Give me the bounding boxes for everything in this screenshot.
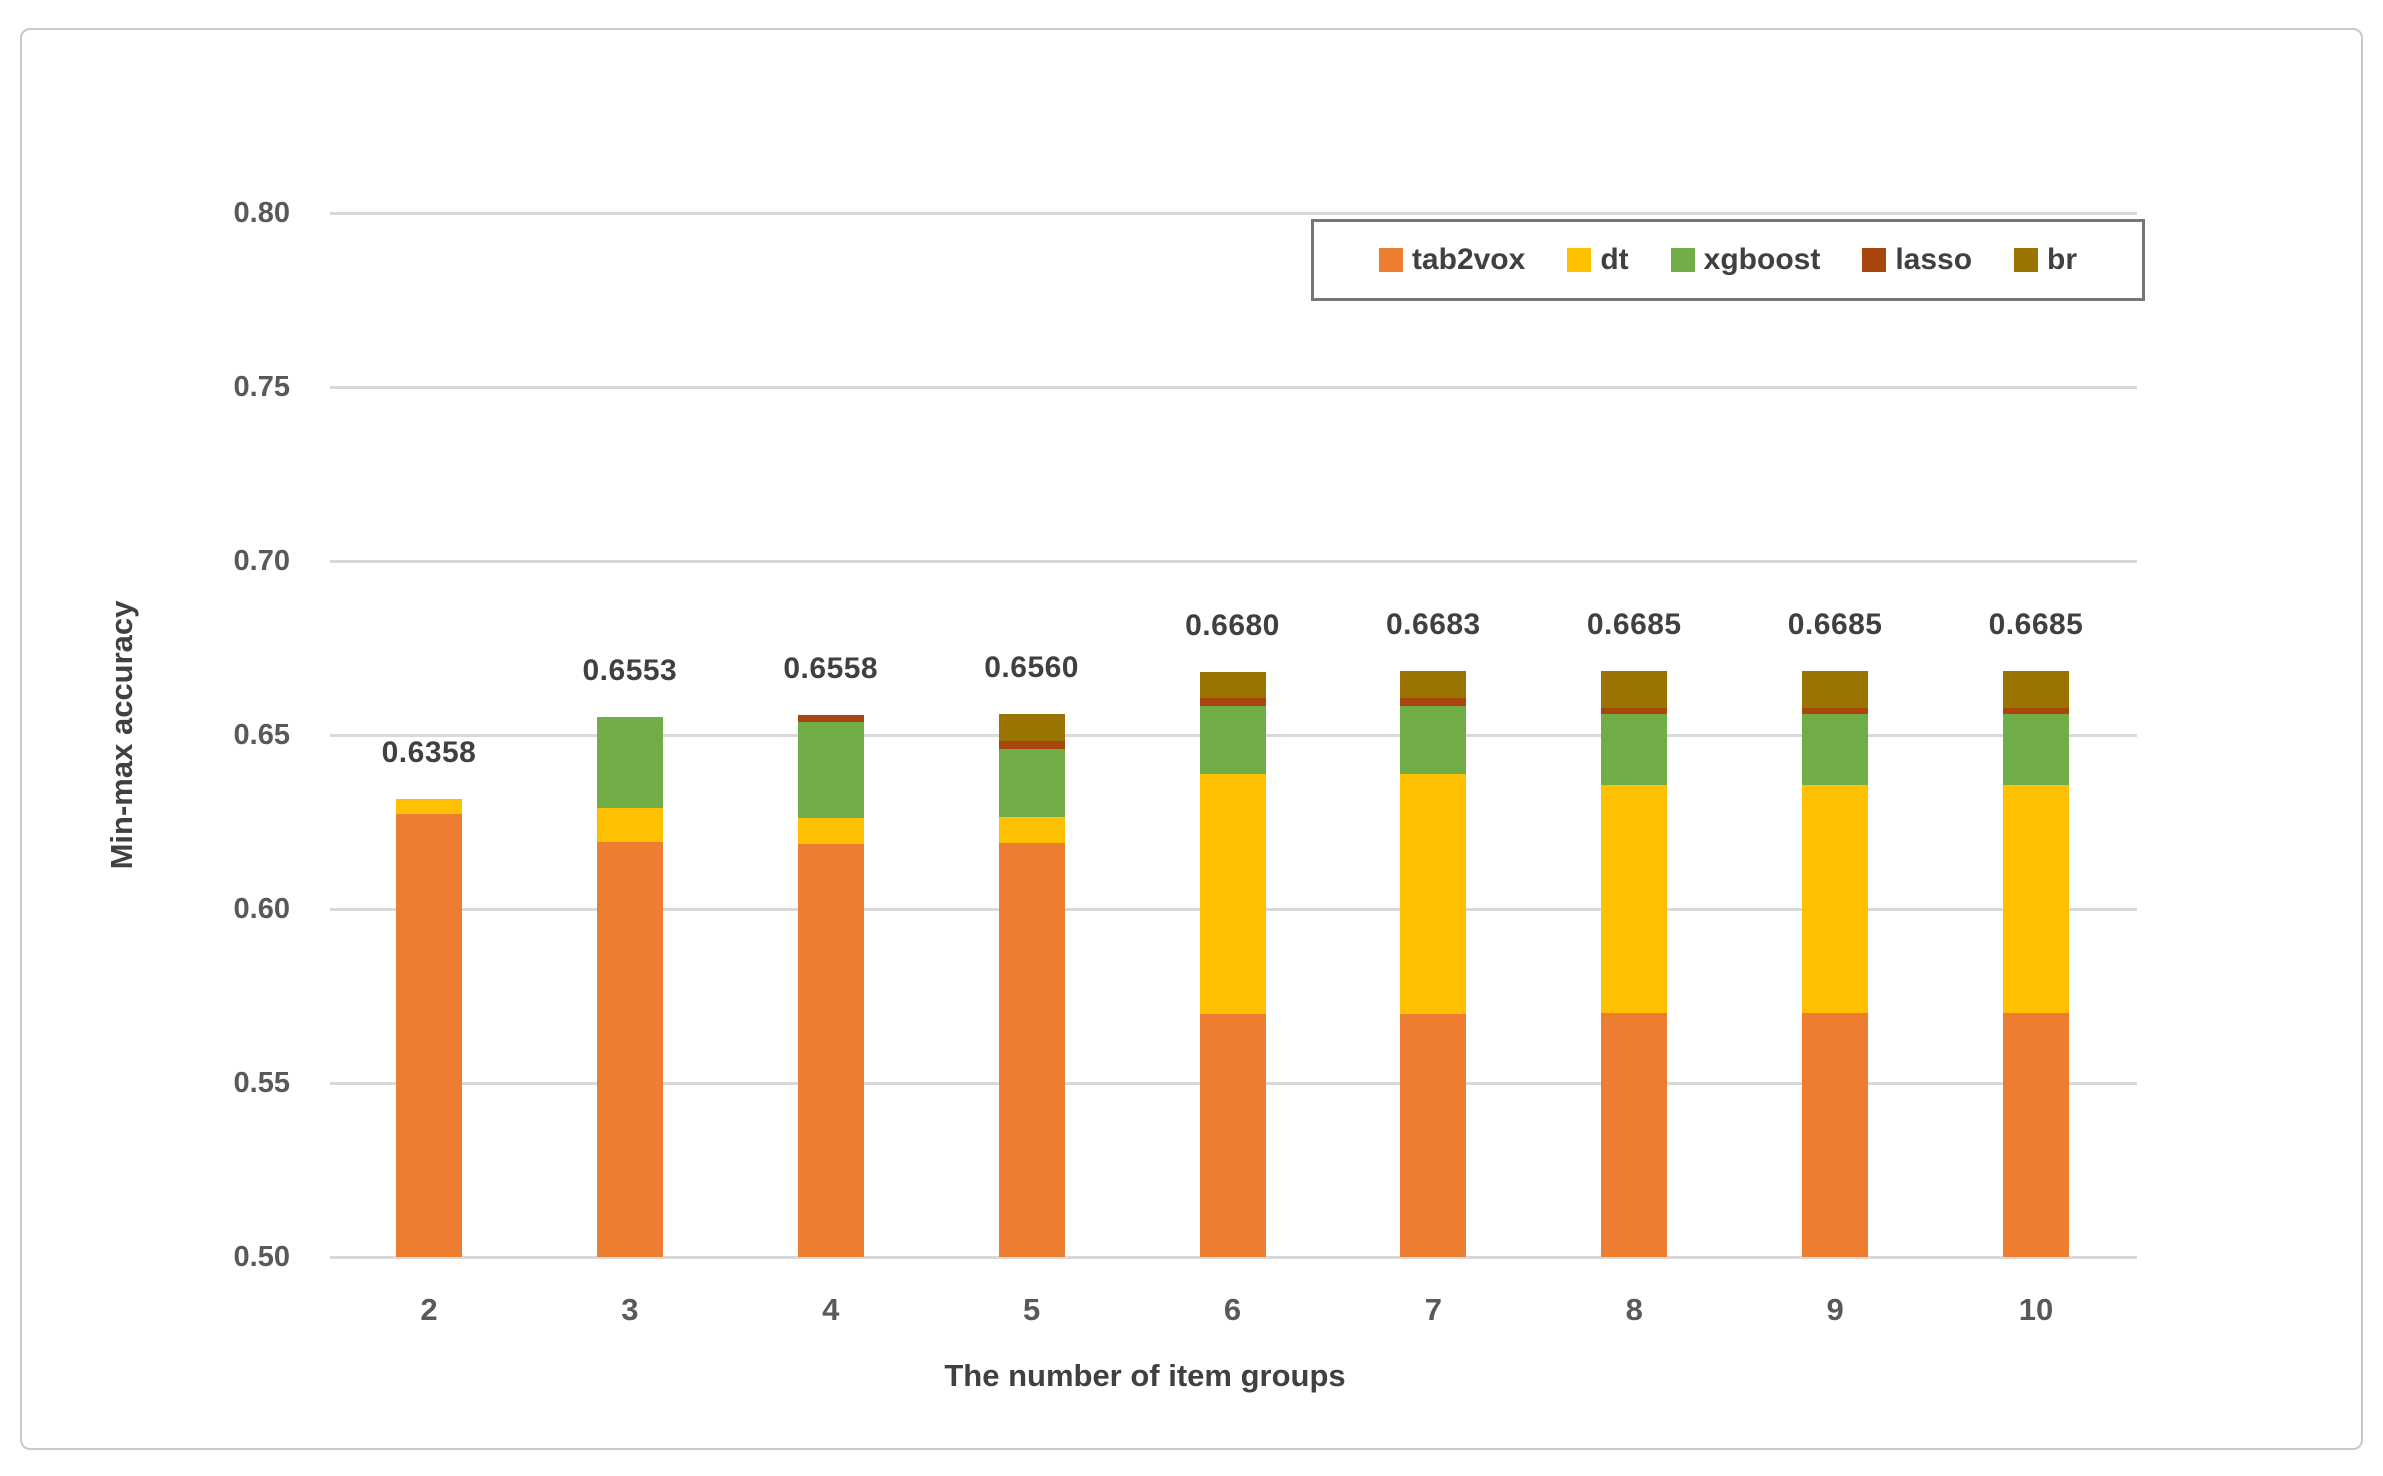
bar-value-label: 0.6685	[1988, 607, 2084, 641]
bar-segment-dt	[998, 817, 1065, 843]
legend-item-lasso: lasso	[1862, 245, 1972, 275]
bar-segment-br	[1400, 671, 1467, 699]
legend-swatch-icon	[1567, 248, 1592, 272]
legend-label: dt	[1600, 243, 1629, 276]
bar-segment-xgboost	[1400, 706, 1467, 774]
bar-value-label: 0.6558	[783, 651, 879, 685]
bar-segment-lasso	[1400, 698, 1467, 707]
bar-segment-xgboost	[596, 716, 663, 809]
bar-segment-tab2vox	[1400, 1014, 1467, 1257]
x-axis-title: The number of item groups	[944, 1358, 1346, 1393]
bar-value-label: 0.6680	[1185, 609, 1280, 643]
legend-swatch-icon	[1378, 248, 1403, 272]
bar-segment-lasso	[998, 740, 1065, 750]
gridline	[330, 211, 2137, 215]
x-tick-label: 7	[1424, 1292, 1442, 1327]
bar-segment-lasso	[797, 714, 864, 723]
legend-label: tab2vox	[1411, 243, 1526, 276]
bar-segment-dt	[2003, 785, 2069, 1014]
bar-segment-tab2vox	[1601, 1013, 1668, 1257]
bar-segment-dt	[1802, 785, 1869, 1014]
bar-value-label: 0.6683	[1385, 608, 1481, 642]
gridline	[330, 1255, 2137, 1259]
bar-segment-xgboost	[998, 749, 1065, 818]
legend-item-tab2vox: tab2vox	[1378, 243, 1526, 276]
bar-segment-xgboost	[797, 722, 864, 818]
bar-value-label: 0.6553	[582, 653, 678, 687]
x-tick-label: 6	[1223, 1292, 1242, 1327]
bar-segment-br	[1802, 670, 1869, 709]
y-axis-title: Min-max accuracy	[104, 600, 139, 870]
legend-swatch-icon	[1670, 248, 1695, 272]
y-tick-label: 0.60	[233, 893, 290, 925]
y-tick-label: 0.80	[233, 197, 290, 229]
bar-segment-dt	[596, 808, 663, 842]
bar-segment-xgboost	[1601, 714, 1668, 786]
legend-item-dt: dt	[1567, 243, 1629, 276]
x-tick-label: 2	[420, 1292, 438, 1327]
bar-segment-dt	[1601, 785, 1668, 1014]
y-tick-label: 0.65	[233, 719, 290, 751]
bar-segment-tab2vox	[797, 843, 864, 1257]
x-tick-label: 3	[621, 1292, 639, 1327]
y-tick-label: 0.50	[233, 1241, 290, 1273]
bar-segment-dt	[396, 799, 462, 814]
bar-value-label: 0.6560	[984, 651, 1079, 685]
bar-segment-br	[2003, 670, 2069, 709]
bar-value-label: 0.6685	[1787, 607, 1883, 641]
bar-segment-tab2vox	[1199, 1014, 1266, 1257]
y-tick-label: 0.55	[233, 1067, 290, 1099]
bar-segment-xgboost	[2003, 714, 2069, 786]
bar-segment-lasso	[1601, 708, 1668, 715]
x-tick-label: 9	[1826, 1292, 1844, 1327]
bar-segment-xgboost	[1199, 706, 1266, 774]
legend-label: xgboost	[1703, 243, 1821, 276]
bar-segment-lasso	[1802, 708, 1869, 715]
bar-segment-dt	[1400, 773, 1467, 1015]
y-tick-label: 0.70	[233, 545, 290, 577]
bar-segment-tab2vox	[1802, 1013, 1869, 1257]
bar-segment-br	[1199, 672, 1266, 699]
bar-segment-tab2vox	[2003, 1013, 2069, 1257]
bar-segment-lasso	[1199, 698, 1266, 707]
bar-segment-lasso	[2003, 708, 2069, 715]
y-tick-label: 0.75	[233, 371, 290, 403]
bar-value-label: 0.6358	[381, 736, 477, 770]
x-tick-label: 10	[2018, 1292, 2054, 1327]
gridline	[330, 385, 2137, 389]
bar-segment-dt	[1199, 773, 1266, 1015]
legend-label: lasso	[1895, 243, 1973, 276]
bar-segment-br	[998, 714, 1065, 741]
bar-segment-xgboost	[1802, 714, 1869, 786]
legend-swatch-icon	[2014, 248, 2039, 272]
bar-segment-br	[1601, 670, 1668, 709]
x-tick-label: 4	[822, 1292, 840, 1327]
legend-label: br	[2047, 243, 2078, 276]
bar-value-label: 0.6685	[1586, 607, 1682, 641]
legend-swatch-icon	[1862, 248, 1887, 272]
legend-item-xgboost: xgboost	[1670, 243, 1821, 276]
bar-segment-tab2vox	[998, 842, 1065, 1257]
x-tick-label: 5	[1023, 1292, 1041, 1327]
legend: tab2vox dt xgboost lasso br	[1311, 219, 2145, 301]
bar-segment-tab2vox	[396, 813, 462, 1257]
bar-segment-dt	[797, 817, 864, 844]
bar-segment-tab2vox	[596, 841, 663, 1257]
x-tick-label: 8	[1625, 1292, 1643, 1327]
gridline	[330, 559, 2137, 563]
legend-item-br: br	[2014, 245, 2077, 275]
